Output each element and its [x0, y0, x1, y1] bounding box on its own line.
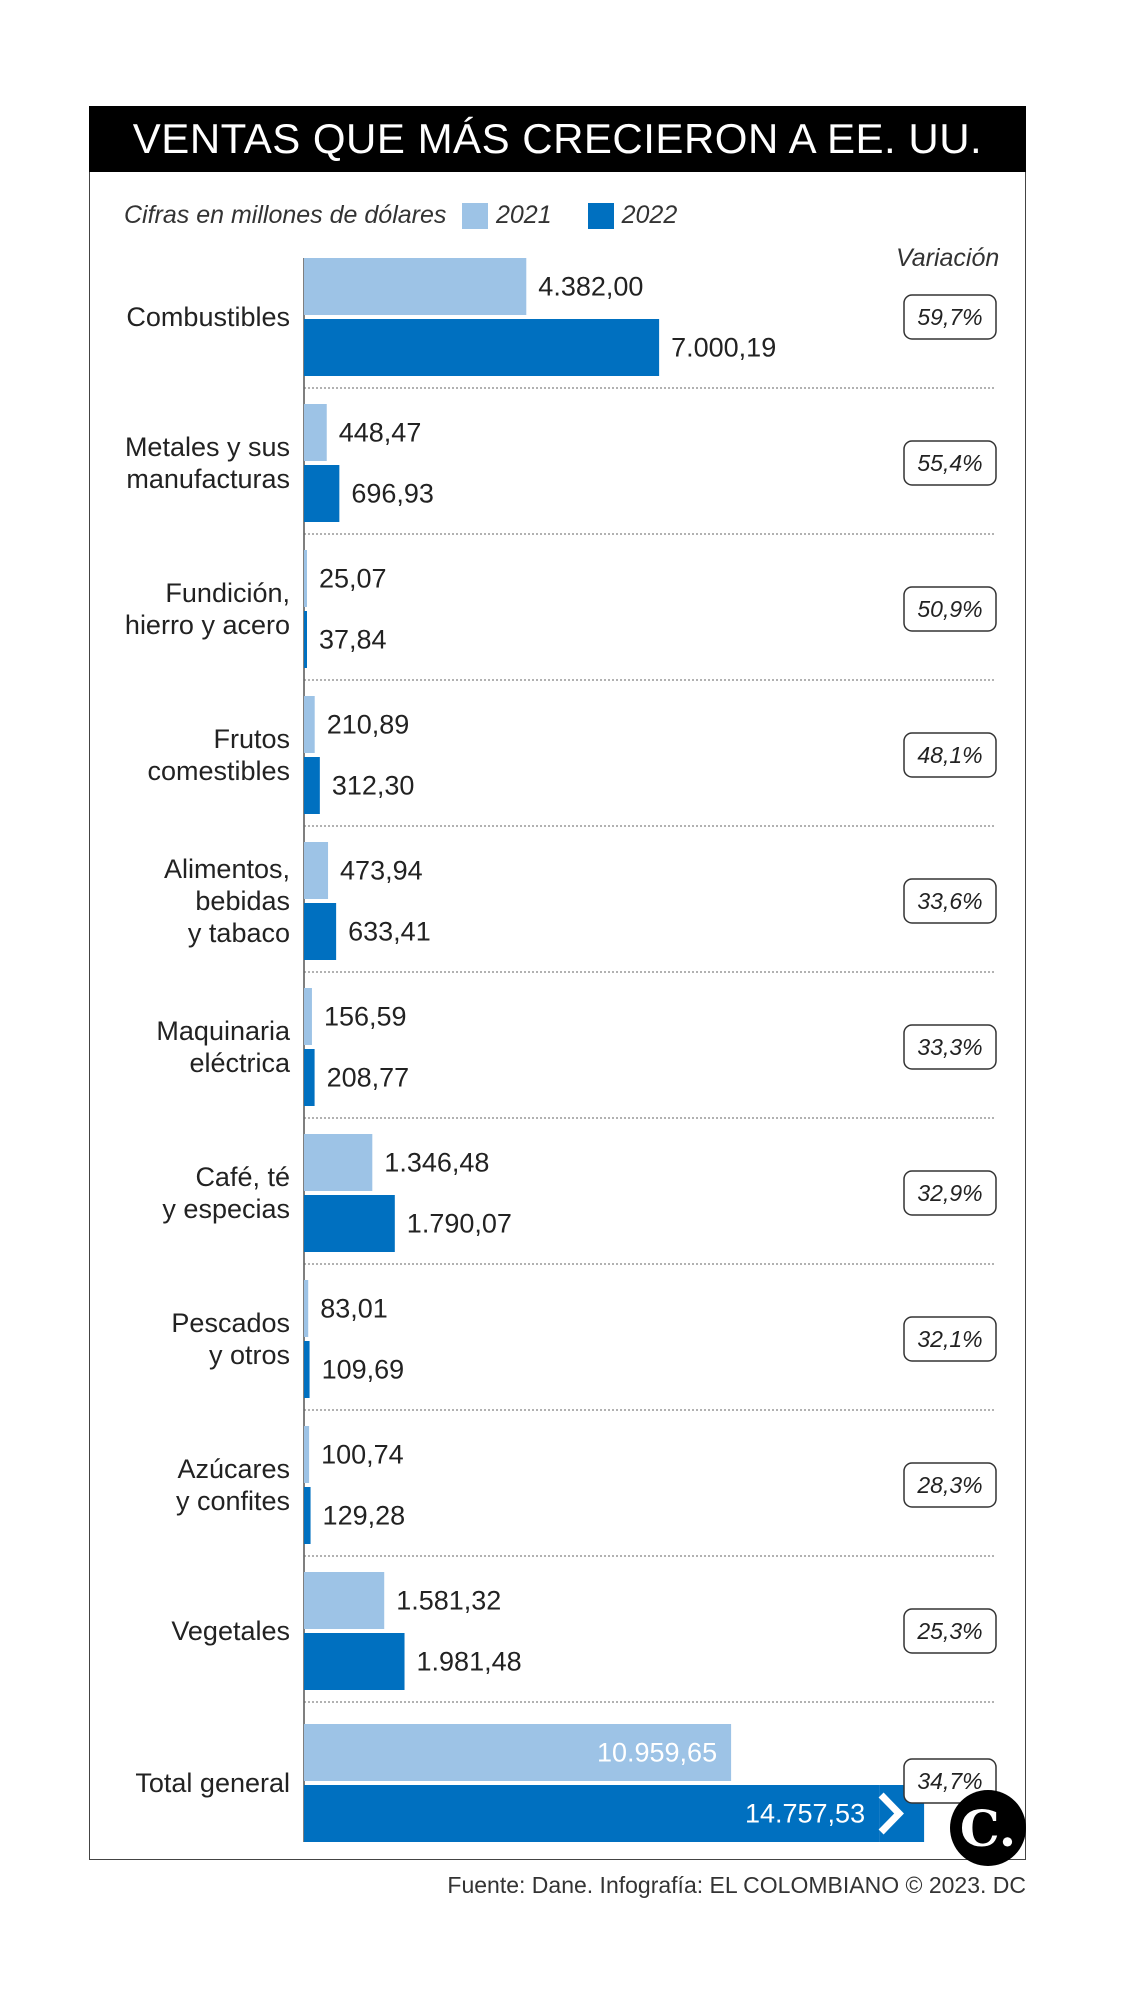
bar-2021 [304, 1572, 385, 1629]
bar-2022 [304, 1049, 315, 1106]
variation-badge [903, 440, 997, 486]
bar-2021 [304, 1134, 373, 1191]
bar-2022 [304, 1785, 880, 1842]
legend-swatch-2022 [587, 202, 614, 229]
variation-badge [903, 1316, 997, 1362]
bar-2022 [304, 1633, 405, 1690]
variation-badge [903, 1608, 997, 1654]
variation-badge [903, 1170, 997, 1216]
bar-2021 [304, 696, 315, 753]
variation-value: 34,7% [917, 1768, 982, 1794]
bar-2022 [304, 611, 307, 668]
variation-value: 25,3% [916, 1618, 982, 1644]
bar-2022 [304, 757, 320, 814]
bar-2022 [304, 1195, 395, 1252]
data-label-2022: 7.000,19 [671, 333, 776, 363]
variation-value: 33,6% [917, 888, 982, 914]
variation-value: 33,3% [917, 1034, 982, 1060]
legend-item-2022: 2022 [587, 201, 678, 230]
bar-2021 [304, 404, 327, 461]
data-label-2021: 156,59 [324, 1002, 407, 1032]
data-label-2021: 473,94 [340, 856, 423, 886]
data-label-2021: 4.382,00 [538, 272, 643, 302]
variation-value: 48,1% [917, 742, 982, 768]
bar-2021 [304, 1724, 732, 1781]
bar-2021 [304, 1280, 309, 1337]
data-label-2022: 696,93 [351, 479, 434, 509]
data-label-2021: 1.581,32 [396, 1586, 501, 1616]
category-label: Pescados y otros [171, 1308, 290, 1370]
variation-badge [903, 732, 997, 778]
variation-value: 28,3% [916, 1472, 982, 1498]
variation-badge [903, 878, 997, 924]
bar-2022 [304, 1341, 310, 1398]
data-label-2022: 37,84 [319, 625, 387, 655]
data-label-2021: 83,01 [320, 1294, 388, 1324]
source-footer: Fuente: Dane. Infografía: EL COLOMBIANO … [447, 1872, 1026, 1898]
data-label-2022: 1.981,48 [417, 1647, 522, 1677]
variation-badge [903, 1024, 997, 1070]
legend: 2021 2022 [462, 201, 713, 230]
variation-badge [903, 586, 997, 632]
category-label: Vegetales [171, 1616, 290, 1646]
data-label-2022: 109,69 [322, 1355, 405, 1385]
category-label: Fundición, hierro y acero [125, 578, 290, 640]
chevron-icon [878, 1792, 904, 1835]
legend-label-2021: 2021 [496, 201, 552, 229]
data-label-2022: 14.757,53 [745, 1799, 865, 1829]
variation-value: 32,1% [917, 1326, 982, 1352]
bar-2021 [304, 550, 307, 607]
category-label: Café, té y especias [162, 1162, 290, 1224]
category-label: Azúcares y confites [176, 1454, 290, 1516]
legend-item-2021: 2021 [462, 201, 552, 230]
bar-2021 [304, 258, 527, 315]
data-label-2022: 633,41 [348, 917, 431, 947]
bar-2022 [304, 465, 340, 522]
category-label: Total general [135, 1768, 290, 1798]
bar-2021 [304, 842, 329, 899]
data-label-2022: 129,28 [323, 1501, 406, 1531]
variation-value: 55,4% [917, 450, 982, 476]
legend-label-2022: 2022 [621, 201, 678, 229]
data-label-2021: 448,47 [339, 418, 422, 448]
data-label-2022: 312,30 [332, 771, 415, 801]
bar-2021 [304, 988, 312, 1045]
variation-value: 32,9% [917, 1180, 982, 1206]
category-label: Metales y sus manufacturas [125, 432, 290, 494]
data-label-2022: 1.790,07 [407, 1209, 512, 1239]
units-note: Cifras en millones de dólares [124, 201, 447, 229]
category-label: Alimentos, bebidas y tabaco [164, 854, 290, 948]
data-label-2021: 210,89 [327, 710, 410, 740]
category-label: Maquinaria eléctrica [156, 1016, 291, 1078]
category-label: Combustibles [126, 302, 290, 332]
variation-value: 50,9% [917, 596, 982, 622]
data-label-2021: 1.346,48 [384, 1148, 489, 1178]
data-label-2022: 208,77 [327, 1063, 410, 1093]
variation-badge [903, 294, 997, 340]
el-colombiano-logo: C. [950, 1790, 1026, 1866]
legend-swatch-2021 [462, 202, 488, 229]
chart-title: VENTAS QUE MÁS CRECIERON A EE. UU. [89, 106, 1026, 172]
bar-2022 [304, 903, 337, 960]
category-label: Frutos comestibles [147, 724, 290, 786]
data-label-2021: 100,74 [321, 1440, 404, 1470]
bar-2022 [304, 1487, 311, 1544]
bar-2022 [304, 319, 660, 376]
bar-2021 [304, 1426, 310, 1483]
variation-value: 59,7% [917, 304, 982, 330]
variation-badge [903, 1462, 997, 1508]
data-label-2021: 10.959,65 [597, 1738, 717, 1768]
variation-header: Variación [896, 244, 1000, 272]
data-label-2021: 25,07 [319, 564, 387, 594]
